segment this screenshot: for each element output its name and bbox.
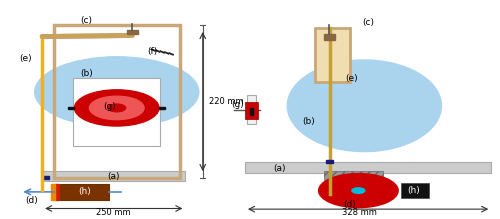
Ellipse shape [288, 60, 442, 152]
Text: (a): (a) [107, 172, 120, 181]
Bar [60, 184, 109, 200]
Text: (h): (h) [78, 187, 92, 196]
Text: (b): (b) [80, 69, 94, 78]
Text: 250 mm: 250 mm [96, 208, 131, 217]
Text: (d): (d) [25, 196, 38, 205]
Text: (b): (b) [302, 117, 315, 126]
Bar [74, 78, 160, 146]
Text: (e): (e) [19, 54, 32, 64]
Bar [42, 176, 49, 179]
Bar [55, 184, 58, 200]
Circle shape [34, 57, 199, 127]
Bar [324, 171, 384, 180]
Bar [54, 25, 180, 178]
Bar [245, 162, 491, 173]
Circle shape [74, 90, 159, 126]
Circle shape [90, 96, 144, 120]
Text: (c): (c) [80, 16, 92, 25]
Text: 220 mm: 220 mm [209, 97, 244, 106]
Bar [250, 108, 254, 115]
Text: (a): (a) [274, 164, 286, 173]
Bar [159, 106, 166, 109]
Bar [400, 183, 430, 198]
Bar [314, 28, 350, 82]
Bar [245, 102, 258, 118]
Circle shape [108, 104, 126, 112]
Text: (h): (h) [408, 186, 420, 195]
Text: (d): (d) [343, 200, 356, 209]
Text: 328 mm: 328 mm [342, 208, 377, 217]
Bar [68, 106, 74, 109]
Bar [326, 160, 333, 163]
Bar [42, 171, 186, 181]
Text: (g): (g) [231, 100, 244, 109]
Circle shape [318, 173, 398, 208]
Text: (c): (c) [362, 18, 374, 27]
Bar [324, 34, 334, 40]
Text: (f): (f) [147, 47, 157, 56]
Bar [126, 30, 138, 34]
Text: (g): (g) [104, 102, 116, 111]
Bar [51, 184, 54, 200]
Text: (e): (e) [346, 74, 358, 83]
Circle shape [352, 188, 365, 193]
Bar [247, 95, 256, 124]
